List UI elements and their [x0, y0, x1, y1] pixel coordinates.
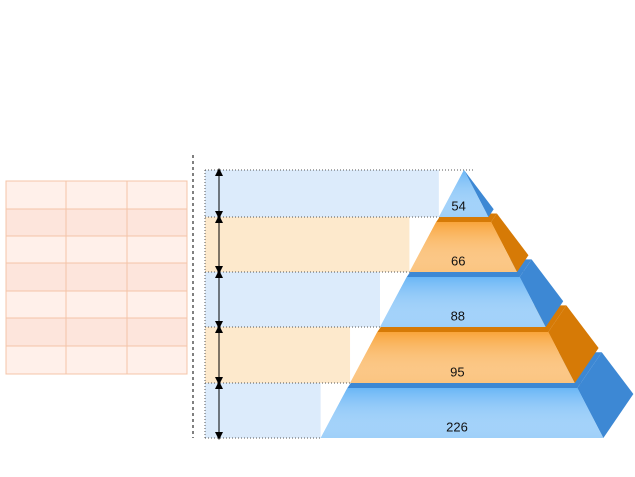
pyramid-segment [438, 170, 494, 217]
value-label: 54 [451, 198, 465, 213]
band [205, 217, 410, 272]
segment-shade [438, 170, 489, 217]
segment-shade [380, 277, 546, 327]
segment-side [577, 352, 634, 438]
segment-side [491, 213, 529, 272]
band [205, 170, 439, 217]
band [205, 383, 321, 438]
segment-side [519, 259, 564, 327]
empty-table [5, 180, 188, 375]
segment-shade [320, 388, 604, 438]
value-label: 88 [451, 308, 465, 323]
value-label: 95 [450, 364, 464, 379]
segment-side [548, 305, 599, 383]
value-label: 226 [446, 419, 468, 434]
band [205, 327, 351, 383]
segment-shade [409, 222, 518, 272]
band [205, 272, 381, 327]
segment-shade [350, 332, 575, 383]
segment-side [464, 170, 494, 217]
pyramid-segment [380, 259, 564, 327]
value-label: 66 [451, 253, 465, 268]
pyramid-segment [409, 213, 529, 272]
